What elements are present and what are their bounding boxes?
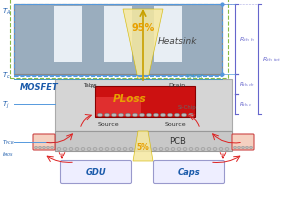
Bar — [54, 7, 82, 63]
Ellipse shape — [133, 114, 137, 117]
Bar — [104, 7, 132, 63]
Ellipse shape — [188, 114, 194, 117]
Ellipse shape — [63, 148, 67, 151]
Text: 95%: 95% — [131, 23, 154, 33]
Text: AB: AB — [91, 84, 98, 88]
Text: Si-Chip: Si-Chip — [178, 104, 196, 109]
Ellipse shape — [87, 148, 91, 151]
Ellipse shape — [93, 148, 97, 151]
Ellipse shape — [250, 146, 253, 149]
Ellipse shape — [225, 148, 229, 151]
Bar — [14, 5, 222, 75]
Ellipse shape — [135, 148, 139, 151]
Text: Source: Source — [97, 122, 119, 127]
Ellipse shape — [125, 114, 130, 117]
Ellipse shape — [159, 148, 163, 151]
Text: 5%: 5% — [136, 143, 149, 152]
Ellipse shape — [38, 146, 41, 149]
Polygon shape — [133, 131, 153, 161]
Ellipse shape — [104, 114, 110, 117]
Ellipse shape — [105, 148, 109, 151]
Ellipse shape — [182, 114, 187, 117]
Text: GDU: GDU — [86, 168, 106, 177]
Bar — [154, 7, 182, 63]
Ellipse shape — [117, 148, 121, 151]
Text: PLoss: PLoss — [113, 94, 147, 103]
Ellipse shape — [219, 148, 223, 151]
Ellipse shape — [177, 148, 181, 151]
Bar — [55, 80, 232, 131]
Text: $I_{MOS}$: $I_{MOS}$ — [2, 150, 14, 159]
Ellipse shape — [111, 148, 115, 151]
Bar — [14, 5, 222, 75]
Text: $R_{th,c}$: $R_{th,c}$ — [239, 100, 253, 108]
Ellipse shape — [189, 148, 193, 151]
Ellipse shape — [238, 146, 241, 149]
Text: $T_{PCB}$: $T_{PCB}$ — [2, 138, 15, 147]
Ellipse shape — [160, 114, 166, 117]
Text: Drain: Drain — [168, 83, 185, 87]
Ellipse shape — [98, 114, 103, 117]
Ellipse shape — [201, 148, 205, 151]
Polygon shape — [123, 10, 163, 80]
Ellipse shape — [99, 148, 103, 151]
Text: $R_{th,tot}$: $R_{th,tot}$ — [262, 56, 281, 64]
Text: PCB: PCB — [169, 136, 186, 145]
FancyBboxPatch shape — [61, 161, 131, 184]
Bar — [55, 131, 232, 151]
Ellipse shape — [183, 148, 187, 151]
Text: MOSFET: MOSFET — [20, 83, 59, 92]
Text: Tab: Tab — [83, 83, 92, 87]
Ellipse shape — [46, 146, 50, 149]
Bar — [14, 5, 222, 77]
Text: Caps: Caps — [178, 168, 200, 177]
Ellipse shape — [50, 146, 53, 149]
Ellipse shape — [81, 148, 85, 151]
Text: Source: Source — [164, 122, 186, 127]
Ellipse shape — [195, 148, 199, 151]
Ellipse shape — [57, 148, 61, 151]
Bar — [10, 0, 228, 79]
Bar — [95, 87, 195, 117]
Ellipse shape — [75, 148, 79, 151]
Text: $R_{th,h}$: $R_{th,h}$ — [239, 36, 255, 44]
Text: $R_{th,ch}$: $R_{th,ch}$ — [239, 81, 255, 89]
FancyBboxPatch shape — [154, 161, 224, 184]
Ellipse shape — [154, 114, 158, 117]
Ellipse shape — [69, 148, 73, 151]
Ellipse shape — [129, 148, 133, 151]
Ellipse shape — [153, 148, 157, 151]
Text: $T_A$: $T_A$ — [2, 7, 11, 17]
Ellipse shape — [233, 146, 236, 149]
Ellipse shape — [147, 148, 151, 151]
Ellipse shape — [123, 148, 127, 151]
Bar — [14, 63, 222, 75]
Ellipse shape — [245, 146, 248, 149]
Text: $T_c$: $T_c$ — [2, 70, 11, 81]
Ellipse shape — [112, 114, 116, 117]
Text: TIM/GF: TIM/GF — [185, 73, 204, 78]
Text: Heatsink: Heatsink — [158, 37, 198, 46]
Ellipse shape — [43, 146, 46, 149]
Ellipse shape — [165, 148, 169, 151]
Ellipse shape — [175, 114, 179, 117]
Ellipse shape — [141, 148, 145, 151]
Bar — [96, 98, 141, 116]
Ellipse shape — [167, 114, 172, 117]
Text: $T_j$: $T_j$ — [2, 99, 10, 110]
Ellipse shape — [140, 114, 145, 117]
Ellipse shape — [146, 114, 152, 117]
Ellipse shape — [242, 146, 244, 149]
Ellipse shape — [207, 148, 211, 151]
Ellipse shape — [171, 148, 175, 151]
Ellipse shape — [118, 114, 124, 117]
Ellipse shape — [34, 146, 38, 149]
FancyBboxPatch shape — [33, 134, 55, 150]
Ellipse shape — [213, 148, 217, 151]
FancyBboxPatch shape — [232, 134, 254, 150]
